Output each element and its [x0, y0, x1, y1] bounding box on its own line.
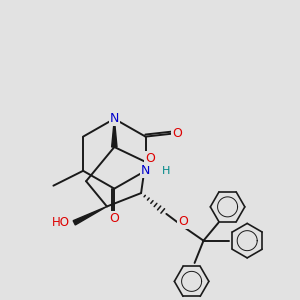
Text: H: H	[162, 166, 170, 176]
Polygon shape	[73, 206, 107, 225]
Text: O: O	[145, 152, 155, 165]
Text: N: N	[141, 164, 150, 177]
Text: O: O	[172, 127, 182, 140]
Text: N: N	[110, 112, 119, 125]
Text: HO: HO	[52, 216, 70, 229]
Text: O: O	[110, 212, 119, 225]
Polygon shape	[112, 119, 117, 147]
Text: O: O	[178, 215, 188, 228]
